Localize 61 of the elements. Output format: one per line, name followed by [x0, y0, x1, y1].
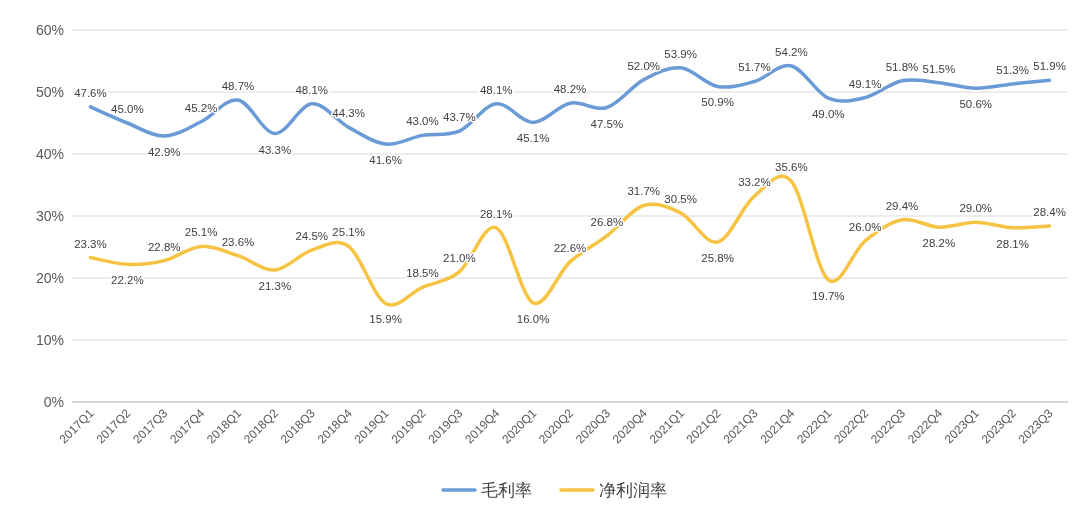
data-label: 52.0%: [627, 59, 661, 72]
data-label: 51.8%: [885, 60, 919, 73]
data-label: 16.0%: [516, 312, 550, 325]
data-label: 18.5%: [406, 267, 439, 280]
data-label: 45.1%: [516, 132, 550, 145]
data-label: 28.2%: [922, 237, 956, 250]
data-label: 28.1%: [479, 207, 513, 220]
y-tick-label: 60%: [35, 22, 64, 38]
data-label: 51.9%: [1033, 60, 1066, 73]
y-tick-label: 50%: [35, 84, 64, 100]
data-label: 25.1%: [184, 226, 218, 239]
data-label: 45.0%: [111, 103, 144, 115]
data-label: 44.3%: [332, 107, 365, 120]
data-label: 48.2%: [553, 83, 587, 96]
data-label: 25.1%: [332, 226, 365, 239]
data-label: 43.0%: [406, 115, 439, 128]
data-label: 31.7%: [627, 185, 661, 198]
data-label: 28.1%: [996, 237, 1029, 250]
y-tick-label: 40%: [35, 146, 64, 162]
data-label: 47.5%: [590, 117, 624, 130]
data-label: 23.6%: [221, 235, 255, 248]
data-label: 48.1%: [479, 83, 513, 96]
data-label: 41.6%: [369, 154, 402, 167]
y-tick-label: 10%: [35, 332, 64, 348]
data-label: 28.4%: [1033, 205, 1066, 218]
data-label: 26.0%: [848, 220, 882, 233]
data-label: 43.3%: [258, 143, 292, 156]
data-label: 24.5%: [295, 230, 329, 243]
data-label: 30.5%: [664, 192, 697, 205]
data-label: 51.7%: [738, 61, 771, 74]
data-label: 51.5%: [922, 62, 956, 75]
data-label: 22.8%: [147, 240, 181, 253]
data-label: 43.7%: [443, 111, 476, 124]
data-label: 50.6%: [959, 98, 993, 111]
data-label: 48.7%: [221, 80, 255, 93]
data-label: 45.2%: [184, 101, 218, 114]
y-tick-label: 30%: [35, 208, 64, 224]
data-label: 15.9%: [369, 313, 402, 326]
data-label: 22.6%: [553, 241, 587, 254]
y-tick-label: 20%: [35, 270, 64, 286]
data-label: 33.2%: [738, 176, 771, 189]
data-label: 51.3%: [996, 63, 1029, 76]
data-label: 23.3%: [74, 237, 107, 250]
data-label: 42.9%: [147, 146, 181, 159]
data-label: 48.1%: [295, 83, 329, 96]
data-label: 25.8%: [701, 252, 734, 265]
legend-label: 净利润率: [599, 481, 667, 500]
data-label: 49.0%: [811, 108, 845, 121]
data-label: 47.6%: [74, 86, 107, 99]
data-label: 29.0%: [959, 202, 993, 215]
data-label: 50.9%: [701, 96, 734, 109]
data-label: 35.6%: [775, 161, 808, 174]
data-label: 29.4%: [885, 199, 919, 212]
y-tick-label: 0%: [43, 394, 64, 410]
data-label: 22.2%: [111, 274, 144, 287]
data-label: 53.9%: [664, 47, 697, 60]
data-label: 49.1%: [848, 77, 882, 90]
legend-label: 毛利率: [481, 481, 532, 500]
data-label: 21.3%: [258, 279, 292, 292]
data-label: 54.2%: [775, 45, 808, 58]
data-label: 19.7%: [811, 289, 845, 302]
